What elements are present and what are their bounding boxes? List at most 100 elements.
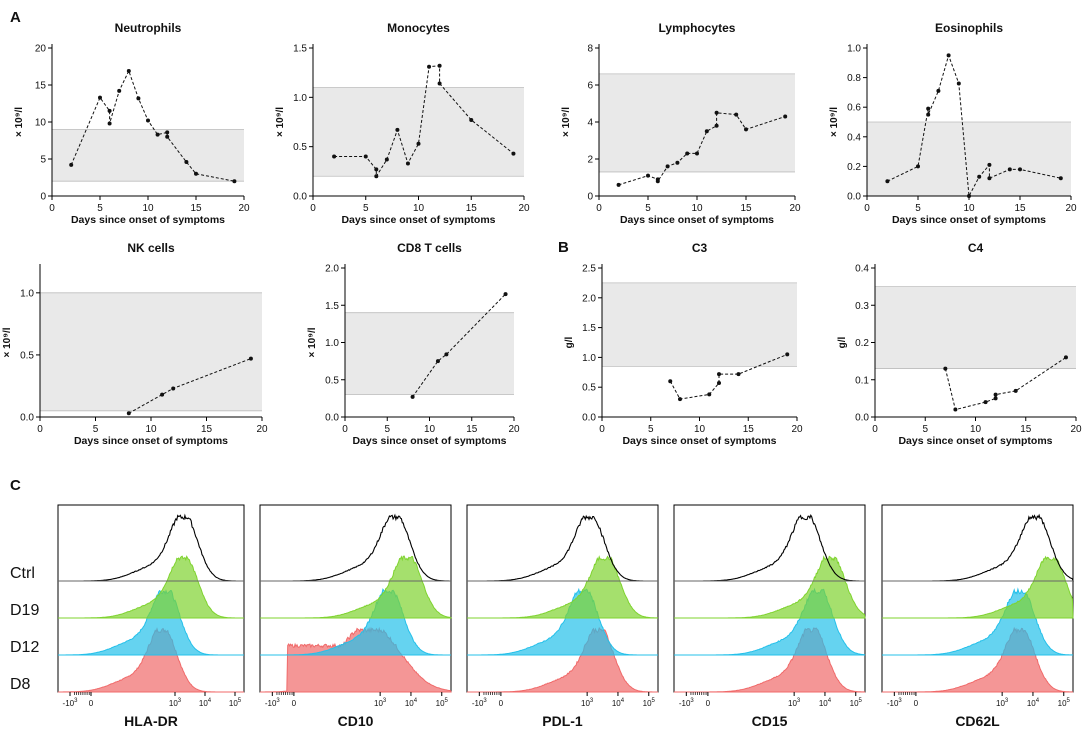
reference-range-band (52, 129, 244, 182)
x-tick-label: 20 (1065, 203, 1077, 214)
data-point (511, 151, 516, 156)
x-tick-label: 103 (996, 698, 1009, 708)
data-point (783, 114, 788, 119)
reference-range-band (313, 87, 524, 177)
x-tick-label: 104 (405, 698, 418, 708)
y-tick-label: 0.5 (20, 350, 34, 361)
x-tick-label: 104 (199, 698, 212, 708)
chart-eosinophils: 0 5 10 15 20 0.0 0.2 0.4 0.6 0.8 1.0 Eosinophils Day… (829, 21, 1077, 226)
row-label-d8: D8 (10, 676, 31, 693)
x-tick-label: 105 (1058, 698, 1071, 708)
data-point (155, 132, 160, 137)
data-point (1018, 167, 1022, 172)
row-label-ctrl: Ctrl (10, 565, 35, 582)
y-axis-label: × 10⁹/l (561, 107, 572, 137)
x-tick-label: 10 (413, 203, 425, 214)
y-tick-label: 1.0 (325, 338, 339, 349)
x-tick-label: 103 (169, 698, 182, 708)
y-tick-label: 0.4 (847, 132, 861, 143)
x-tick-label: 104 (1027, 698, 1040, 708)
chart-title: C3 (692, 241, 708, 255)
data-point (714, 123, 719, 128)
x-tick-label: 5 (922, 424, 928, 435)
y-tick-label: 0.4 (855, 264, 869, 275)
data-point (744, 127, 748, 132)
data-point (943, 366, 948, 371)
data-point (437, 81, 442, 86)
x-tick-label: 105 (643, 698, 656, 708)
data-point (987, 162, 992, 167)
data-point (416, 141, 421, 146)
row-label-d12: D12 (10, 639, 39, 656)
y-tick-label: 20 (35, 44, 47, 55)
data-point (165, 134, 170, 139)
data-point (695, 151, 699, 156)
reference-range-band (875, 286, 1076, 369)
reference-range-band (599, 73, 795, 172)
x-axis-label: Days since onset of symptoms (341, 214, 495, 226)
data-point (146, 118, 150, 123)
data-point (248, 356, 253, 361)
data-point (194, 171, 198, 176)
x-tick-label: 10 (424, 424, 436, 435)
y-tick-label: 15 (35, 81, 47, 92)
x-tick-label: -103 (679, 698, 695, 708)
x-tick-label: 5 (648, 424, 654, 435)
x-tick-label: 15 (743, 424, 755, 435)
chart-title: Monocytes (387, 21, 450, 35)
panel-label-c: C (10, 477, 21, 494)
chart-monocytes: 0 5 10 15 20 0.0 0.5 1.0 1.5 Monocytes Days since … (275, 21, 530, 226)
data-point (916, 164, 920, 169)
x-tick-label: 5 (363, 203, 369, 214)
y-axis-label: × 10⁹/l (275, 107, 286, 137)
x-tick-label: 10 (691, 203, 703, 214)
marker-label: HLA-DR (124, 713, 178, 729)
x-tick-label: 15 (466, 424, 478, 435)
data-point (427, 64, 432, 69)
x-tick-label: 20 (1070, 424, 1082, 435)
data-point (983, 400, 988, 405)
x-tick-label: 20 (791, 424, 803, 435)
x-tick-label: 15 (1014, 203, 1026, 214)
x-axis-label: Days since onset of symptoms (892, 214, 1046, 226)
x-axis-label: Days since onset of symptoms (898, 435, 1052, 447)
x-tick-label: 15 (1020, 424, 1032, 435)
y-tick-label: 4 (587, 118, 593, 129)
series-line (412, 293, 506, 398)
data-point (675, 160, 680, 165)
reference-range-band (602, 282, 797, 367)
x-tick-label: 103 (788, 698, 801, 708)
reference-range-band (345, 312, 514, 395)
data-point (993, 396, 998, 401)
chart-neutrophils: 0 5 10 15 20 0 5 10 15 20 Neutrophils Days since on… (14, 21, 250, 226)
x-tick-label: 20 (238, 203, 250, 214)
data-point (668, 379, 673, 384)
y-tick-label: 1.0 (847, 44, 861, 55)
x-tick-label: 103 (374, 698, 387, 708)
data-point (1058, 176, 1063, 181)
x-tick-label: 10 (145, 424, 157, 435)
y-tick-label: 0.6 (847, 103, 861, 114)
data-point (363, 154, 368, 159)
chart-lymphocytes: 0 5 10 15 20 0 2 4 6 8 Lymphocytes Days since onset… (561, 21, 801, 226)
y-tick-label: 10 (35, 118, 47, 129)
data-point (734, 112, 739, 117)
marker-label: CD62L (955, 713, 1000, 729)
data-point (1063, 355, 1068, 360)
marker-label: PDL-1 (542, 713, 583, 729)
panel-label-b: B (558, 239, 569, 256)
x-tick-label: -103 (63, 698, 79, 708)
y-tick-label: 0.0 (855, 413, 869, 424)
data-point (926, 106, 931, 111)
data-point (469, 118, 474, 123)
y-tick-label: 0.8 (847, 73, 861, 84)
data-point (685, 151, 690, 156)
x-tick-label: 10 (963, 203, 975, 214)
data-point (926, 112, 931, 117)
data-point (1007, 167, 1012, 172)
chart-title: C4 (968, 241, 984, 255)
x-tick-label: 0 (89, 699, 94, 708)
x-tick-label: 5 (384, 424, 390, 435)
data-point (993, 392, 998, 397)
x-tick-label: 15 (190, 203, 202, 214)
